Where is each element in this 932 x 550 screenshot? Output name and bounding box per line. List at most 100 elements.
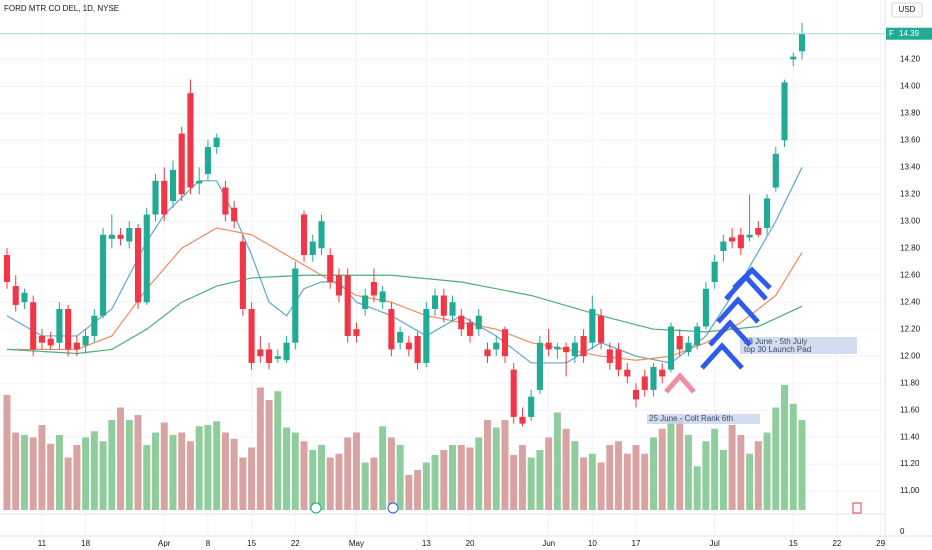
volume-bar: [20, 435, 28, 510]
chart-title: FORD MTR CO DEL, 1D, NYSE: [4, 4, 119, 13]
volume-bar: [571, 441, 579, 510]
candle-body: [510, 369, 517, 417]
earnings-icon: [310, 502, 322, 514]
volume-pane: [3, 385, 806, 510]
candle-body: [161, 180, 168, 215]
x-tick-label: 8: [206, 539, 211, 548]
volume-bar: [195, 426, 203, 510]
candle-body: [82, 335, 89, 346]
candles: [3, 22, 806, 427]
candle-body: [178, 133, 185, 195]
volume-bar: [746, 453, 754, 510]
volume-bar: [108, 420, 116, 510]
volume-bar: [335, 453, 343, 510]
x-tick-label: 15: [247, 539, 256, 548]
candle-body: [554, 346, 561, 350]
volume-bar: [588, 453, 596, 510]
volume-bar: [711, 428, 719, 510]
volume-bar: [169, 435, 177, 510]
volume-bar: [737, 435, 745, 510]
volume-bar: [492, 427, 500, 510]
candle-body: [528, 396, 535, 417]
y-tick-label: 12.20: [900, 324, 921, 333]
volume-bar: [597, 462, 605, 510]
candle-body: [300, 214, 308, 255]
candle-body: [702, 288, 709, 327]
volume-bar: [29, 437, 37, 510]
volume-bar: [370, 457, 378, 510]
y-tick-label: 13.40: [900, 162, 921, 171]
candle-body: [711, 261, 718, 282]
volume-bar: [667, 420, 675, 510]
candle-body: [405, 342, 412, 350]
y-tick-label: 13.80: [900, 108, 921, 117]
volume-bar: [754, 441, 762, 510]
volume-bar: [73, 445, 81, 510]
x-tick-label: 18: [81, 539, 90, 548]
candle-body: [449, 302, 456, 316]
volume-bar: [658, 428, 666, 510]
candle-body: [379, 291, 386, 303]
volume-bar: [55, 435, 63, 510]
volume-bar: [798, 420, 806, 510]
x-tick-label: 29: [876, 539, 885, 548]
y-tick-label: 12.80: [900, 243, 921, 252]
volume-bar: [693, 466, 701, 510]
volume-bar: [702, 441, 710, 510]
x-tick-label: 11: [38, 539, 47, 548]
volume-bar: [789, 403, 797, 510]
candle-body: [493, 342, 500, 350]
candle-body: [466, 322, 474, 336]
volume-bar: [204, 425, 212, 510]
candle-body: [484, 349, 491, 357]
volume-bar: [431, 455, 439, 510]
candle-body: [571, 342, 578, 357]
volume-bar: [414, 470, 422, 510]
y-tick-label: 12.00: [900, 351, 921, 360]
y-tick-label: 11.20: [900, 459, 920, 468]
volume-bar: [449, 445, 457, 510]
volume-bar: [728, 425, 736, 510]
candle-body: [536, 342, 543, 390]
volume-bar: [230, 438, 238, 510]
annotation: 28 June - 5th July: [744, 337, 807, 346]
volume-bar: [221, 432, 229, 510]
candle-body: [30, 302, 37, 350]
candle-body: [659, 369, 666, 377]
candle-body: [169, 170, 177, 202]
volume-bar: [562, 428, 570, 510]
y-tick-label: 14.00: [900, 81, 921, 90]
volume-bar: [457, 445, 465, 510]
volume-bar: [274, 391, 282, 510]
chevron: [664, 372, 696, 394]
candle-body: [624, 369, 631, 377]
annotation-box: [740, 337, 857, 354]
candle-body: [292, 268, 299, 343]
candle-body: [213, 137, 220, 148]
candle-body: [318, 221, 325, 249]
x-tick-label: 20: [466, 539, 475, 548]
volume-bar: [422, 462, 430, 510]
candle-body: [266, 349, 273, 363]
candle-body: [3, 255, 11, 282]
volume-bar: [615, 441, 623, 510]
volume-bar: [47, 443, 55, 510]
volume-bar: [117, 407, 125, 510]
candle-body: [248, 308, 255, 363]
candle-body: [327, 255, 334, 282]
x-tick-label: Jun: [542, 539, 555, 548]
volume-bar: [649, 437, 657, 510]
candle-body: [204, 147, 211, 175]
volume-bar: [553, 412, 561, 510]
y-tick-label: 11.00: [900, 486, 920, 495]
candle-body: [790, 56, 797, 60]
y-tick-label: 13.60: [900, 135, 921, 144]
y-tick-label: 11.60: [900, 405, 920, 414]
candle-body: [746, 234, 753, 238]
candle-body: [12, 286, 19, 305]
candle-body: [458, 315, 465, 330]
candle-body: [475, 315, 482, 330]
volume-bar: [344, 437, 352, 510]
candle-body: [187, 93, 194, 188]
